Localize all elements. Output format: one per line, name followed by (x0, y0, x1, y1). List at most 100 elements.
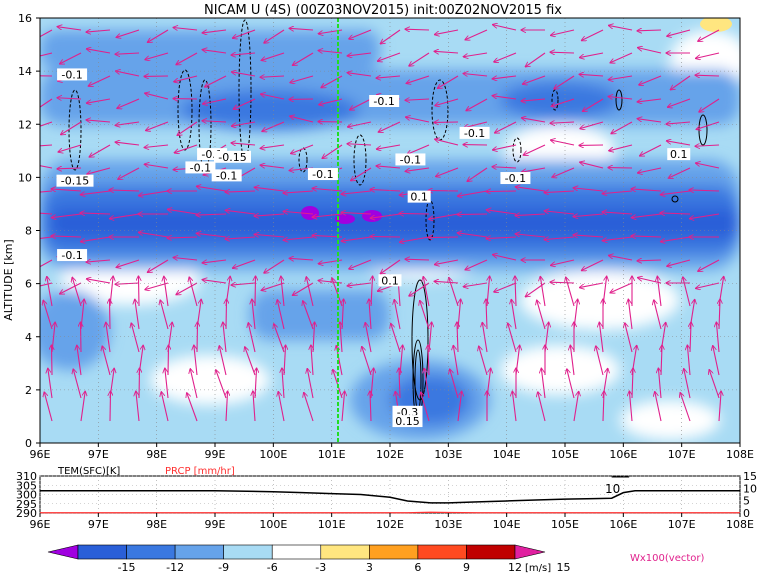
wind-vector (654, 300, 662, 330)
wind-vector (709, 370, 720, 399)
wind-vector (391, 323, 401, 353)
wind-vector (51, 213, 82, 218)
wind-vector (424, 368, 430, 399)
contour-label-box (211, 169, 242, 182)
surface-panel: 96E 97E 98E 99E 100E 101E 102E 103E 104E 105E 106E… (16, 466, 757, 531)
colorbar-tick-label: -15 (118, 561, 136, 574)
wind-vector (658, 368, 661, 399)
wind-vector (80, 391, 85, 422)
wind-vector (47, 276, 53, 307)
x-tick-label: 101E (318, 448, 346, 461)
wind-vector (540, 276, 546, 307)
wind-vector (144, 164, 169, 169)
surface-y-left-label: 295 (16, 498, 37, 511)
wind-vector (554, 75, 575, 89)
wind-vector (86, 30, 111, 32)
wind-vector (290, 116, 314, 123)
wind-vector (347, 282, 372, 286)
wind-vector (196, 214, 227, 215)
wind-vector (349, 29, 372, 39)
wind-vector (479, 346, 488, 376)
wind-vector (116, 29, 140, 37)
contour-label-box (407, 190, 431, 203)
wind-vector (176, 52, 198, 65)
wind-vector (579, 282, 604, 288)
surface-x-tick-label: 100E (259, 518, 287, 531)
wind-vector (492, 96, 517, 100)
wind-vector (486, 210, 517, 215)
wind-vector (637, 30, 662, 31)
wind-vector (370, 189, 401, 191)
colorbar-swatch (47, 544, 79, 560)
wind-vector (51, 345, 52, 376)
wind-vector (254, 214, 285, 216)
wind-vector (696, 52, 720, 58)
surface-x-tick-label: 107E (668, 518, 696, 531)
wind-vector (521, 167, 546, 172)
wind-vector (596, 346, 604, 376)
surface-x-tick-label: 98E (146, 518, 167, 531)
wind-vector (639, 75, 662, 85)
wind-vector (118, 167, 140, 179)
contour-label: -0.1 (464, 127, 485, 140)
wind-vector (380, 29, 401, 44)
wind-vector (138, 190, 169, 196)
y-tick-label: 16 (18, 12, 32, 25)
surface-y-right-label: 5 (743, 495, 750, 508)
wind-vector (147, 259, 169, 272)
colorbar-swatch (466, 544, 516, 560)
wind-vector (40, 98, 53, 108)
wind-vector (174, 144, 198, 153)
wind-vector (43, 300, 53, 330)
wind-vector (289, 28, 314, 30)
wind-vector (436, 167, 459, 177)
wind-vector (261, 52, 285, 60)
wind-vector (109, 213, 140, 219)
surface-x-tick-label: 97E (88, 518, 109, 531)
wind-vector (684, 369, 691, 399)
wind-vector (86, 279, 111, 284)
contour-label: -0.15 (61, 175, 89, 188)
x-tick-label: 97E (88, 448, 109, 461)
wind-vector (72, 277, 82, 307)
wind-vector (570, 345, 575, 376)
wind-vector (277, 300, 285, 330)
wind-vector (135, 299, 140, 330)
chart-title: NICAM U (4S) (00Z03NOV2015) init:00Z02NO… (204, 3, 562, 18)
wind-vector (252, 299, 256, 330)
x-tick-label: 108E (726, 448, 754, 461)
y-tick-label: 12 (18, 118, 32, 131)
colorbar-swatch (271, 544, 322, 560)
wind-vector (608, 25, 633, 31)
wind-vector (537, 300, 546, 330)
wind-vector (579, 52, 604, 58)
contour-label: -0.1 (61, 68, 82, 81)
wind-vector (283, 236, 314, 240)
wind-vector (428, 190, 459, 191)
contour-label: -0.1 (373, 95, 394, 108)
y-tick-label: 14 (18, 65, 32, 78)
wind-vector (274, 324, 285, 353)
surface-series (40, 476, 740, 514)
wind-vector (347, 52, 372, 56)
wind-vector (457, 190, 488, 196)
wind-vector (173, 27, 198, 30)
wind-vector (77, 345, 82, 376)
wind-vector (463, 73, 488, 76)
wind-vector (399, 213, 430, 214)
wind-vector (407, 144, 430, 154)
surface-x-tick-label: 96E (30, 518, 51, 531)
contour-label-box (392, 415, 423, 428)
wind-vector (283, 191, 314, 193)
wind-vector (602, 191, 633, 194)
wind-vector (40, 212, 53, 215)
wind-vector (493, 144, 517, 150)
surface-y-right-label: 10 (743, 482, 757, 495)
wind-vector (264, 29, 285, 43)
wind-vector (205, 75, 227, 87)
wind-vector (599, 322, 604, 353)
x-tick-label: 105E (551, 448, 579, 461)
wind-vector (550, 122, 575, 123)
wind-vector (552, 167, 575, 177)
